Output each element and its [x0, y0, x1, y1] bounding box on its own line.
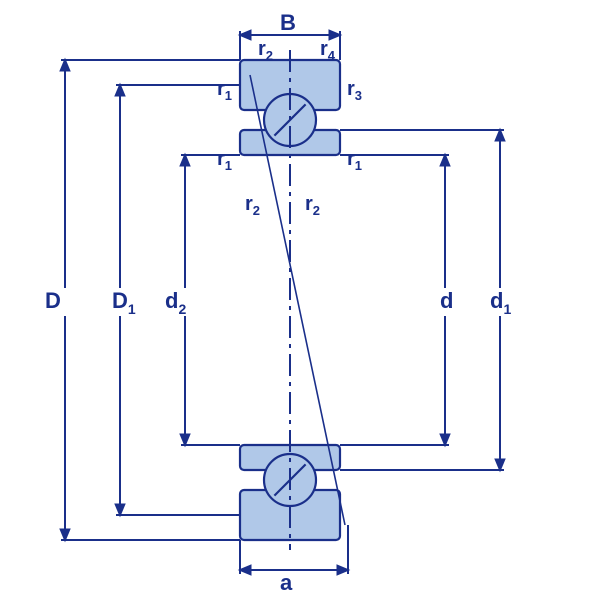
label-a: a — [280, 570, 293, 595]
label-r1_ml: r1 — [217, 148, 232, 173]
label-r2_t: r2 — [258, 38, 273, 63]
label-r2_br: r2 — [305, 193, 320, 218]
label-r4_t: r4 — [320, 38, 336, 63]
label-r2_bl: r2 — [245, 193, 260, 218]
label-r3_tr: r3 — [347, 78, 362, 103]
label-d: d — [440, 288, 453, 313]
label-D: D — [45, 288, 61, 313]
label-r1_mr: r1 — [347, 148, 362, 173]
label-B: B — [280, 10, 296, 35]
label-r1_tl: r1 — [217, 78, 232, 103]
bearing-cross-section-diagram: BaDD1d2dd1r1r2r4r3r1r1r2r2 — [0, 0, 600, 600]
